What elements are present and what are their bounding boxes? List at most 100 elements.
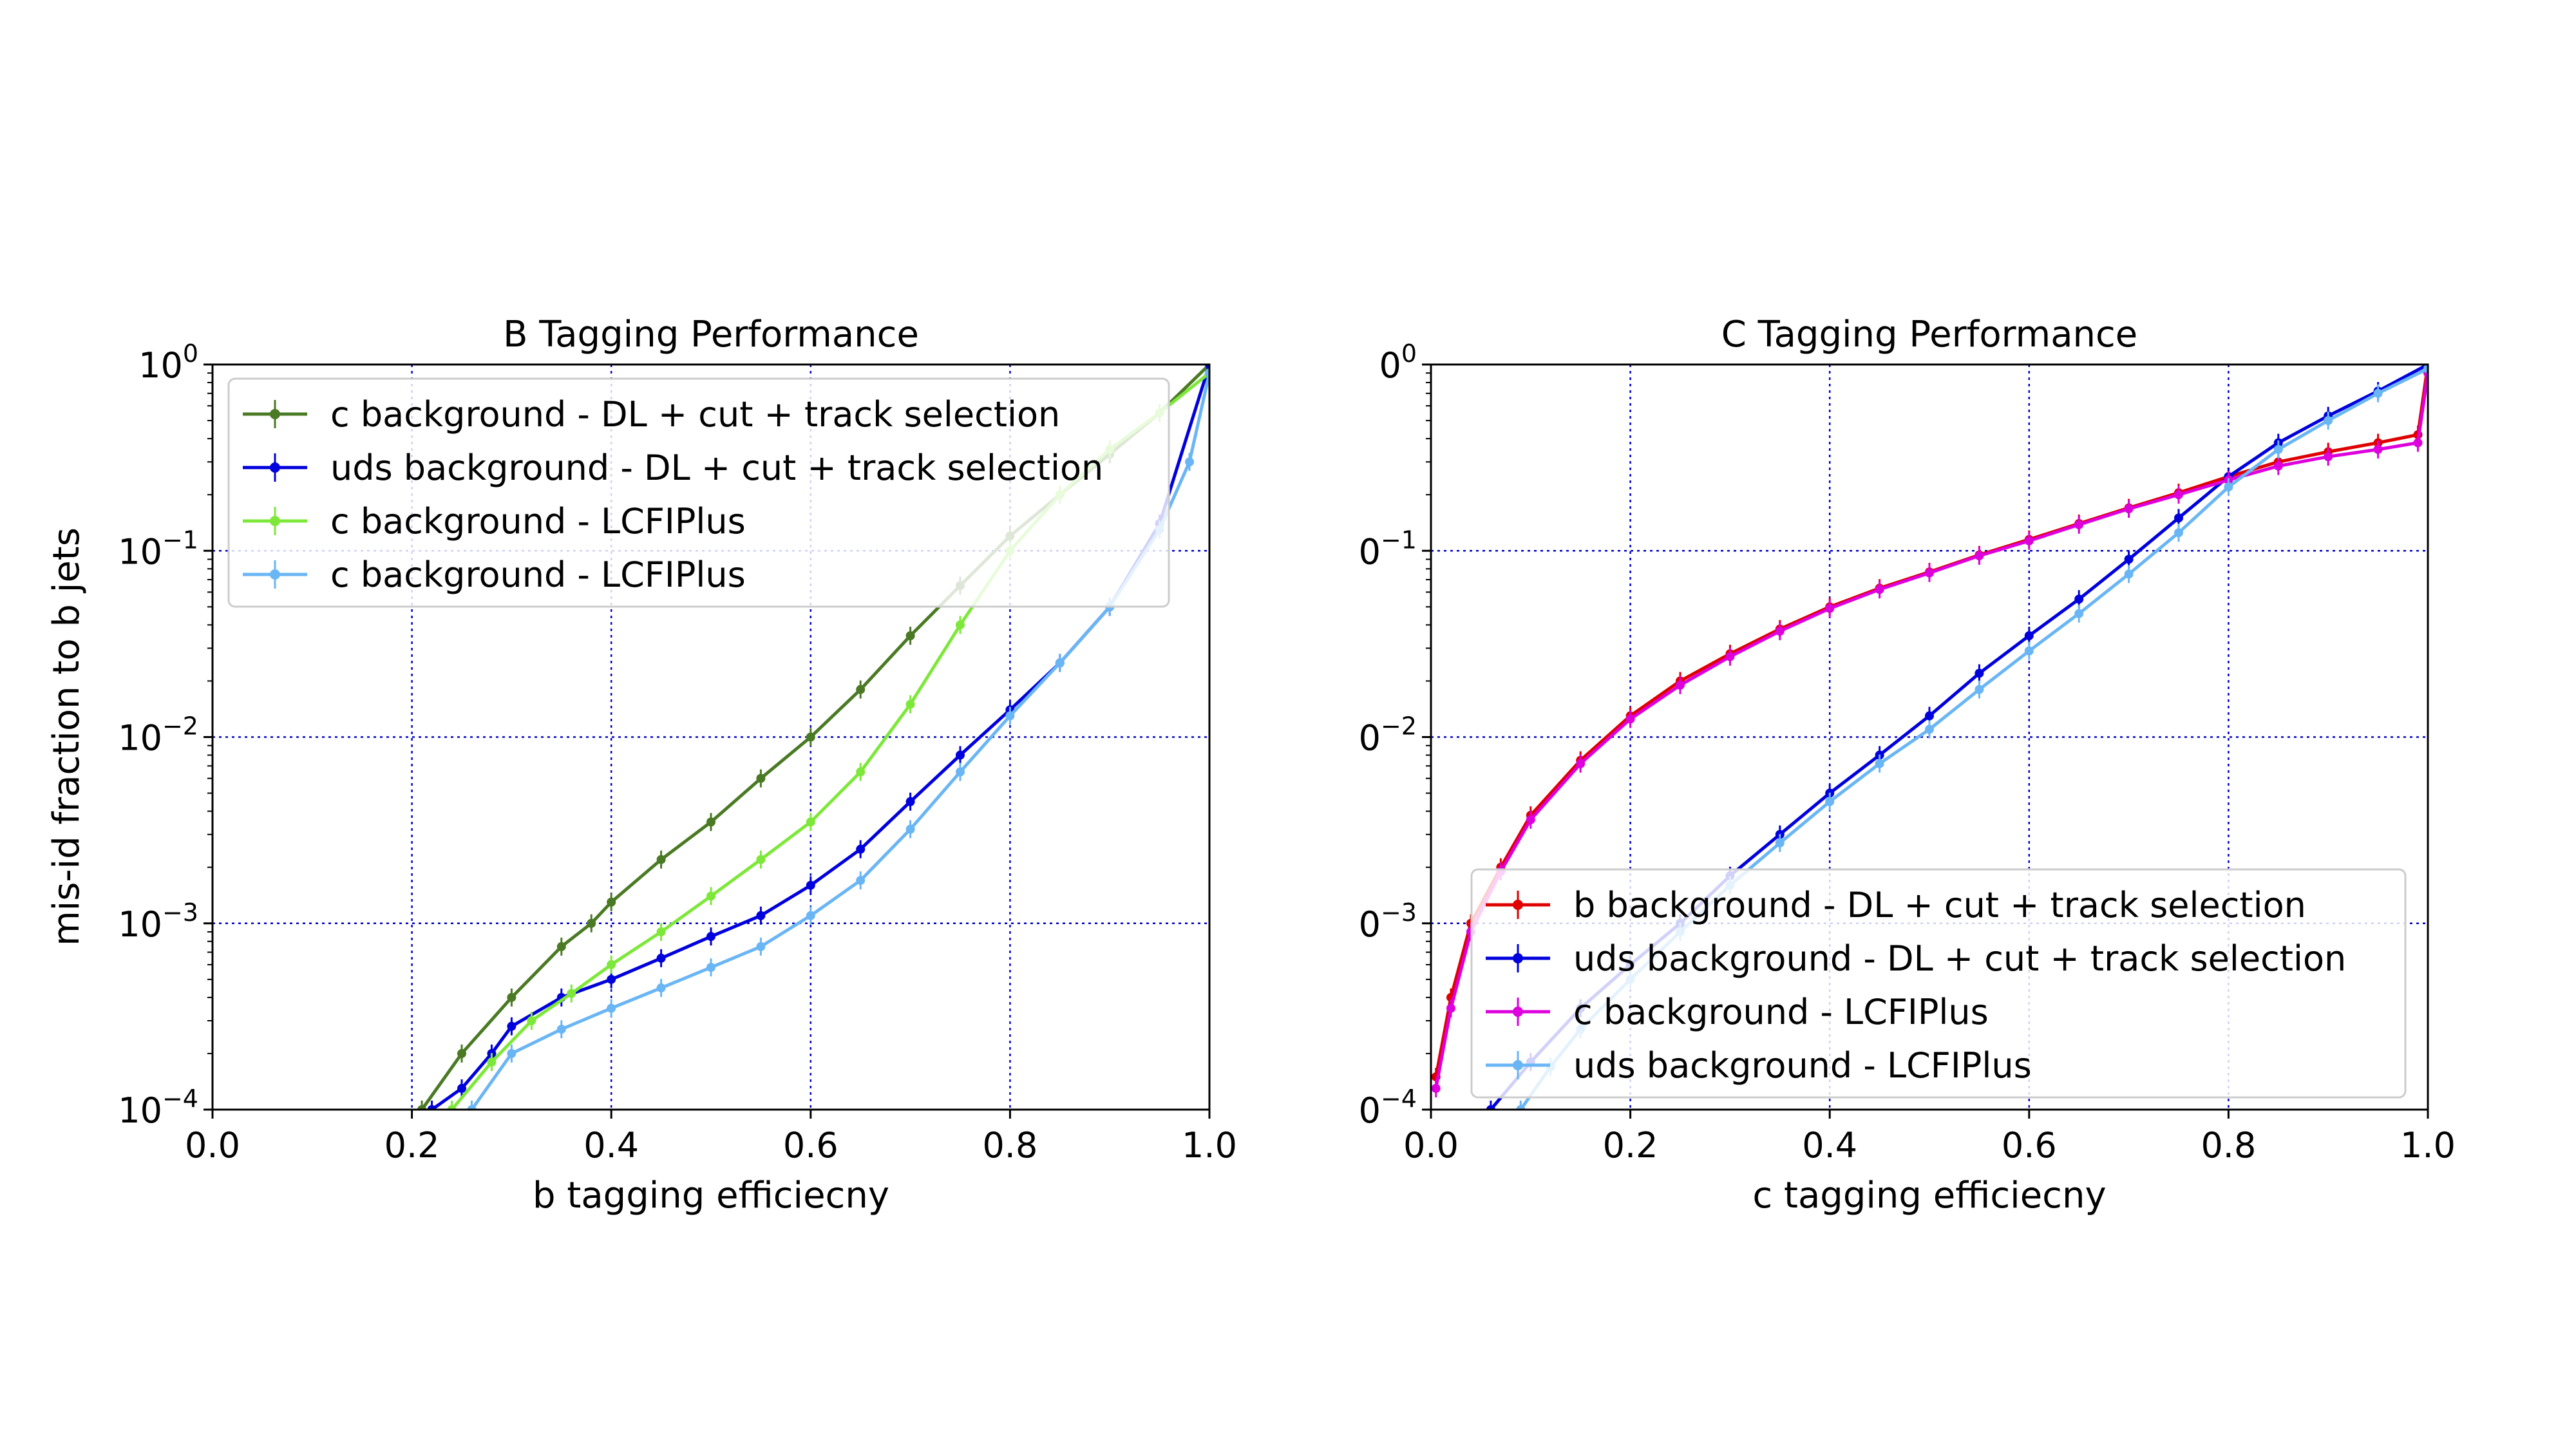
b-series-2-point-0 xyxy=(447,1105,457,1110)
c-legend-marker-1 xyxy=(1513,953,1523,963)
b-series-0-point-4 xyxy=(587,918,596,928)
c-x-tick-label-2: 0.4 xyxy=(1802,1125,1857,1166)
c-legend-marker-2 xyxy=(1513,1007,1523,1017)
b-y-tick-exp-0: 0 xyxy=(183,339,198,368)
b-series-2-point-4 xyxy=(607,960,616,969)
c-series-2-point-5 xyxy=(1576,759,1586,768)
b-y-tick-base-3: 10 xyxy=(118,904,162,945)
c-series-2-point-9 xyxy=(1775,627,1785,636)
c-series-3-point-16 xyxy=(2273,444,2283,454)
c-series-1-point-9 xyxy=(1925,711,1934,721)
b-legend-label-3: c background - LCFIPlus xyxy=(330,554,746,595)
c-y-tick-label-4: 0−4 xyxy=(1359,1084,1417,1131)
c-series-2-point-20 xyxy=(2324,452,2333,462)
b-series-3-point-7 xyxy=(806,911,815,920)
c-series-3-point-11 xyxy=(2024,646,2034,656)
c-series-1-point-13 xyxy=(2124,554,2134,564)
c-series-2-point-7 xyxy=(1676,680,1685,690)
c-series-3-point-7 xyxy=(1825,797,1835,806)
b-series-3-point-3 xyxy=(607,1003,616,1013)
b-series-0-point-8 xyxy=(756,773,766,783)
b-legend-marker-2 xyxy=(270,516,280,526)
b-series-1-point-7 xyxy=(706,932,715,942)
c-y-tick-exp-0: 0 xyxy=(1401,339,1417,368)
b-series-2-point-7 xyxy=(756,855,766,864)
b-legend: c background - DL + cut + track selectio… xyxy=(227,377,1170,608)
b-series-0-point-7 xyxy=(706,817,715,827)
c-series-3-point-13 xyxy=(2124,569,2134,579)
b-y-tick-label-4: 10−4 xyxy=(118,1084,198,1131)
b-series-1-point-3 xyxy=(507,1021,516,1031)
b-series-0-point-10 xyxy=(856,685,866,694)
c-y-tick-exp-4: −4 xyxy=(1381,1084,1417,1113)
b-series-3-point-10 xyxy=(956,767,965,777)
b-series-0-point-9 xyxy=(806,732,815,742)
b-y-tick-base-2: 10 xyxy=(118,718,162,759)
b-series-2-point-2 xyxy=(527,1016,536,1025)
c-y-tick-label-1: 0−1 xyxy=(1359,526,1417,572)
b-legend-label-2: c background - LCFIPlus xyxy=(330,501,746,542)
b-x-tick-label-2: 0.4 xyxy=(583,1125,639,1166)
c-series-1-point-12 xyxy=(2074,594,2084,604)
b-y-axis-label: mis-id fraction to b jets xyxy=(46,527,88,946)
b-legend-marker-3 xyxy=(270,569,280,580)
b-series-0-point-5 xyxy=(607,897,616,907)
c-y-tick-base-3: 0 xyxy=(1359,904,1381,945)
c-series-3-point-19 xyxy=(2423,365,2428,374)
b-series-3-point-12 xyxy=(1055,658,1065,668)
c-series-2-point-8 xyxy=(1725,652,1735,661)
b-series-2-point-10 xyxy=(905,699,915,709)
c-x-tick-label-5: 1.0 xyxy=(2400,1125,2456,1166)
c-x-axis-label: c tagging efficiecny xyxy=(1752,1175,2106,1217)
b-series-1-point-1 xyxy=(457,1084,466,1094)
b-x-axis-label: b tagging efficiecny xyxy=(533,1175,889,1217)
b-series-3-point-4 xyxy=(656,983,666,993)
b-series-1-point-8 xyxy=(756,911,766,920)
b-y-tick-label-0: 100 xyxy=(138,339,198,386)
b-y-tick-exp-3: −3 xyxy=(162,898,198,927)
c-y-tick-base-4: 0 xyxy=(1359,1090,1381,1131)
c-y-tick-labels: 000−10−20−30−4 xyxy=(1359,339,1417,1131)
b-y-tick-label-2: 10−2 xyxy=(118,712,198,759)
b-y-tick-label-3: 10−3 xyxy=(118,898,198,945)
b-series-0-point-3 xyxy=(556,942,566,951)
b-x-tick-label-4: 0.8 xyxy=(982,1125,1037,1166)
c-series-2-point-12 xyxy=(1925,568,1934,578)
c-legend: b background - DL + cut + track selectio… xyxy=(1470,868,2407,1099)
c-series-line-2 xyxy=(1434,372,2428,1089)
c-legend-label-2: c background - LCFIPlus xyxy=(1573,992,1989,1032)
c-series-2-point-21 xyxy=(2373,444,2383,454)
b-series-3-point-5 xyxy=(706,963,715,972)
b-series-1-point-17 xyxy=(1205,365,1209,369)
c-y-tick-exp-2: −2 xyxy=(1381,712,1417,741)
c-legend-label-3: uds background - LCFIPlus xyxy=(1573,1045,2032,1086)
c-chart-title: C Tagging Performance xyxy=(1721,314,2138,355)
b-series-2-point-3 xyxy=(567,989,576,998)
b-series-3-point-0 xyxy=(467,1105,477,1110)
c-series-2-point-13 xyxy=(1975,551,1984,561)
c-series-2-point-4 xyxy=(1526,815,1535,824)
b-series-3-point-8 xyxy=(856,876,866,886)
c-series-3-point-10 xyxy=(1975,685,1984,694)
c-y-tick-exp-1: −1 xyxy=(1381,526,1417,554)
c-series-1-point-10 xyxy=(1975,668,1984,678)
b-legend-label-0: c background - DL + cut + track selectio… xyxy=(330,394,1060,435)
b-series-2-point-6 xyxy=(706,891,715,901)
b-y-tick-label-1: 10−1 xyxy=(118,526,198,572)
b-series-0-point-0 xyxy=(417,1105,427,1110)
c-y-tick-base-1: 0 xyxy=(1359,531,1381,572)
b-series-3-point-16 xyxy=(1205,368,1209,378)
b-series-1-point-11 xyxy=(905,797,915,806)
c-series-1-point-0 xyxy=(1486,1105,1495,1110)
c-x-tick-label-0: 0.0 xyxy=(1403,1125,1459,1166)
c-series-2-point-17 xyxy=(2174,490,2183,500)
b-x-tick-label-0: 0.0 xyxy=(185,1125,240,1166)
b-series-2-point-9 xyxy=(856,767,866,777)
c-series-3-point-18 xyxy=(2373,388,2383,398)
b-series-1-point-6 xyxy=(656,953,666,963)
